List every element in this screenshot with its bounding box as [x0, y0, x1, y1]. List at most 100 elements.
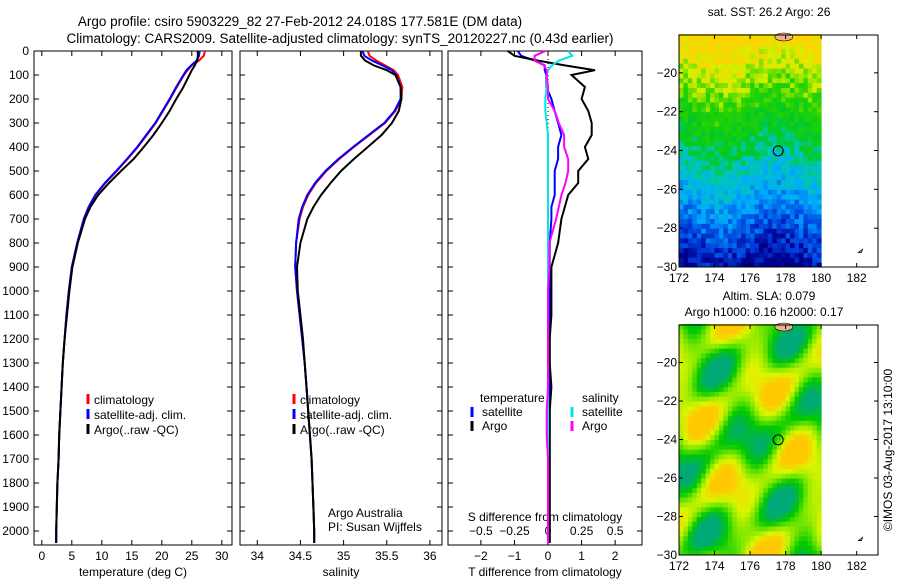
map-cell [790, 328, 795, 335]
map-cell [692, 377, 698, 383]
map-cell [705, 223, 711, 229]
map-cell [790, 145, 795, 152]
map-cell [692, 160, 698, 166]
map-cell [714, 420, 720, 426]
map-cell [692, 391, 698, 397]
map-cell [812, 237, 818, 244]
map-cell [714, 502, 720, 508]
map-cell [790, 233, 795, 239]
map-cell [687, 136, 693, 142]
map-cell [785, 492, 791, 498]
map-cell [683, 367, 689, 373]
map-cell [696, 38, 702, 45]
map-cell [692, 111, 698, 118]
map-cell [759, 377, 764, 383]
map-cell [763, 348, 769, 354]
map-cell [754, 367, 760, 373]
map-cell [679, 247, 684, 253]
map-cell [692, 237, 698, 244]
map-cell [745, 160, 751, 166]
map-cell [732, 194, 738, 200]
map-cell [763, 377, 769, 383]
map-cell [745, 497, 751, 503]
map-cell [741, 401, 747, 407]
map-cell [776, 68, 782, 74]
map-cell [763, 218, 769, 224]
map-cell [763, 415, 769, 421]
map-cell [794, 169, 800, 176]
map-cell [790, 199, 795, 205]
map-cell [723, 38, 729, 45]
map-cell [803, 415, 809, 421]
map-cell [714, 169, 720, 176]
map-cell [692, 82, 698, 88]
map-cell [679, 386, 684, 392]
y-tick-label: 400 [9, 140, 29, 154]
map-cell [710, 252, 715, 258]
map-cell [785, 199, 791, 205]
map-cell [785, 169, 791, 176]
map-cell [679, 136, 684, 142]
map-cell [812, 262, 818, 268]
map-cell [807, 362, 813, 368]
map-cell [701, 415, 707, 421]
map-cell [719, 223, 724, 229]
map-cell [772, 72, 778, 79]
map-cell [745, 352, 751, 359]
map-cell [794, 415, 800, 421]
map-cell [776, 381, 782, 388]
map-cell [812, 550, 818, 556]
map-cell [732, 333, 738, 339]
map-cell [714, 97, 720, 103]
map-cell [701, 444, 707, 450]
map-cell [794, 367, 800, 373]
map-cell [692, 228, 698, 234]
map-cell [794, 208, 800, 215]
map-cell [714, 540, 720, 546]
map-cell [727, 377, 733, 383]
map-cell [705, 102, 711, 108]
map-cell [696, 454, 702, 460]
map-cell [790, 521, 795, 527]
map-cell [776, 247, 782, 253]
x-tick-label: 174 [705, 559, 725, 573]
map-cell [679, 160, 684, 166]
map-cell [754, 121, 760, 127]
map-cell [798, 72, 804, 79]
map-cell [767, 333, 773, 339]
x-tick-label: 15 [125, 549, 139, 563]
map-cell [763, 165, 769, 171]
map-cell [812, 131, 818, 137]
map-cell [759, 106, 764, 113]
map-cell [759, 34, 764, 40]
map-cell [710, 160, 715, 166]
map-cell [710, 106, 715, 113]
map-cell [772, 136, 778, 142]
map-cell [741, 502, 747, 508]
map-cell [807, 343, 813, 349]
map-cell [723, 526, 729, 532]
map-cell [723, 77, 729, 84]
series-line-argo---raw--qc- [55, 51, 199, 543]
map-cell [727, 121, 733, 127]
map-cell [741, 82, 747, 88]
map-cell [781, 530, 787, 537]
map-cell [710, 429, 715, 436]
map-cell [759, 92, 764, 98]
map-cell [807, 92, 813, 98]
map-cell [710, 502, 715, 508]
map-cell [772, 218, 778, 224]
map-cell [759, 348, 764, 354]
map-cell [750, 535, 755, 542]
map-cell [767, 367, 773, 373]
map-cell [754, 352, 760, 359]
map-cell [785, 362, 791, 368]
map-cell [727, 223, 733, 229]
map-cell [727, 396, 733, 402]
map-cell [745, 487, 751, 493]
map-cell [772, 333, 778, 339]
map-cell [803, 184, 809, 190]
map-cell [807, 116, 813, 122]
map-cell [710, 540, 715, 546]
map-cell [687, 545, 693, 551]
